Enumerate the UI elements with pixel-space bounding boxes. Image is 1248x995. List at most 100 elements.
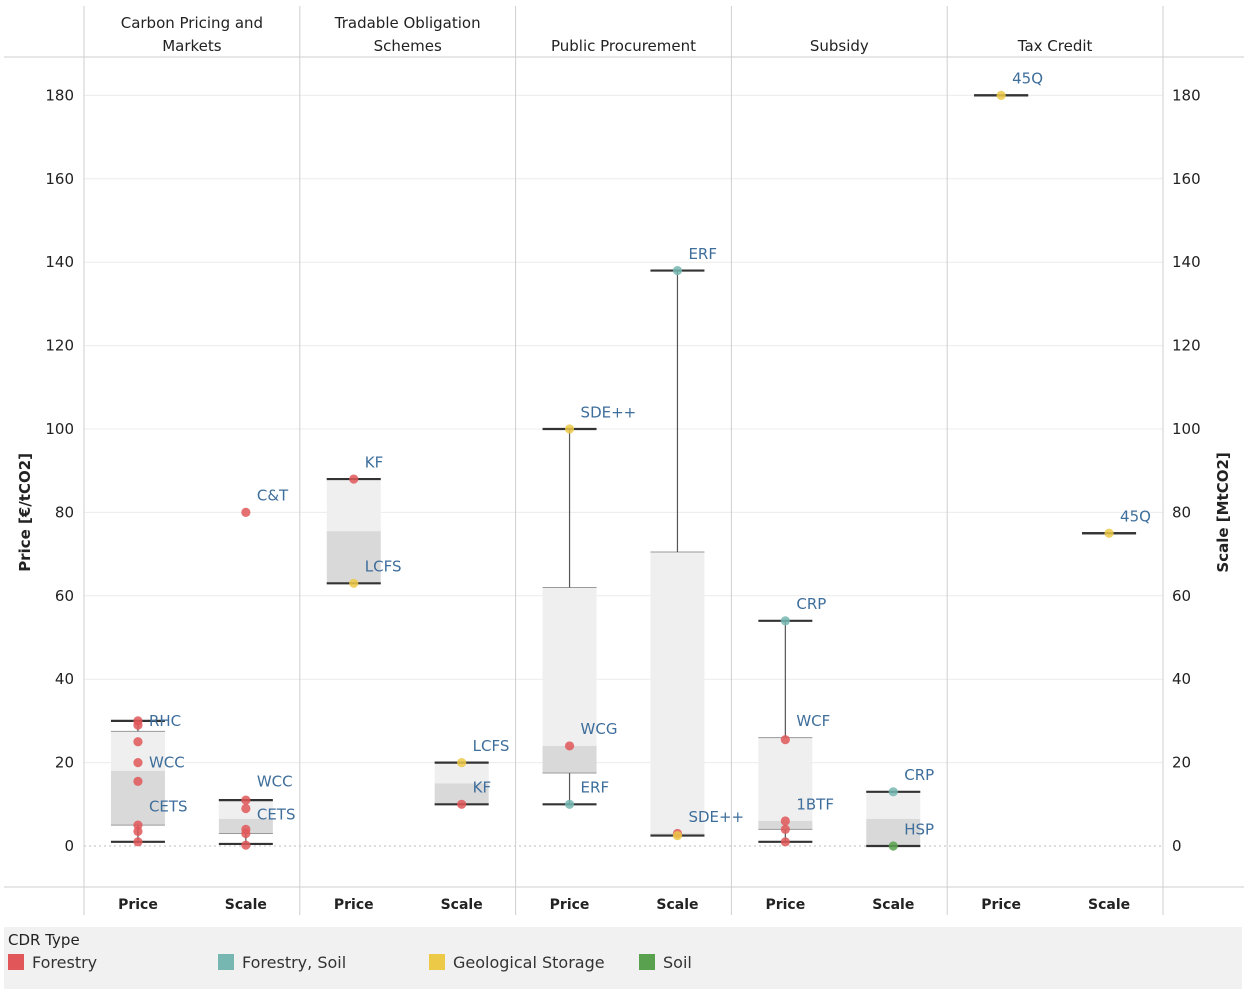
box-upper: [542, 587, 597, 746]
box-lower: [326, 531, 381, 584]
legend-swatch-soil: [639, 954, 655, 970]
y-right-tick-label: 20: [1172, 754, 1191, 772]
data-point: [780, 735, 790, 745]
data-point: [349, 474, 359, 484]
legend-label-forestry: Forestry: [32, 953, 98, 972]
data-point: [241, 803, 251, 814]
x-measure-label: Scale: [1088, 897, 1130, 913]
data-label: C&T: [257, 487, 289, 505]
legend-item-geological-storage[interactable]: Geological Storage: [429, 953, 605, 972]
data-point: [133, 758, 143, 768]
legend-swatch-forestry: [8, 954, 24, 970]
data-label: LCFS: [473, 737, 510, 755]
data-label: CRP: [796, 595, 826, 613]
box-upper: [434, 762, 489, 784]
y-left-tick-label: 40: [55, 670, 74, 688]
legend-swatch-forestry-soil: [218, 954, 234, 970]
box-lower: [434, 783, 489, 805]
box-upper: [326, 479, 381, 532]
x-measure-label: Price: [765, 897, 805, 913]
data-point: [133, 837, 143, 847]
x-measure-label: Scale: [225, 897, 267, 913]
y-left-tick-label: 60: [55, 587, 74, 605]
data-point: [672, 830, 683, 841]
panel-title: Tradable Obligation: [334, 14, 481, 32]
data-label: KF: [365, 453, 383, 471]
x-measure-label: Price: [118, 897, 158, 913]
box-plot-chart: 0 0 20 20 40 40 60 60 80 80 100 100 120 120 140 140 160 1…: [4, 6, 1244, 915]
data-label: SDE++: [688, 808, 744, 826]
data-label: RHC: [149, 712, 181, 730]
y-right-tick-label: 140: [1172, 253, 1201, 271]
box-upper: [758, 737, 813, 821]
y-left-tick-label: 0: [64, 837, 74, 855]
data-point: [888, 787, 898, 797]
legend-label-forestry-soil: Forestry, Soil: [242, 953, 347, 972]
legend-item-soil[interactable]: Soil: [639, 953, 692, 972]
data-label: 1BTF: [796, 795, 834, 813]
y-left-tick-label: 140: [45, 253, 74, 271]
data-point: [133, 737, 143, 747]
box-upper: [650, 552, 705, 834]
data-label: 45Q: [1012, 70, 1043, 88]
x-measure-label: Price: [334, 897, 374, 913]
data-label: LCFS: [365, 558, 402, 576]
data-point: [457, 758, 467, 768]
y-right-tick-label: 80: [1172, 503, 1191, 521]
y-left-tick-label: 20: [55, 754, 74, 772]
panel-title: Tax Credit: [1017, 37, 1093, 55]
legend-item-forestry[interactable]: Forestry: [8, 953, 97, 972]
data-point: [133, 826, 143, 837]
y-left-tick-label: 120: [45, 337, 74, 355]
data-point: [241, 828, 251, 839]
y-left-tick-label: 100: [45, 420, 74, 438]
data-point: [241, 840, 251, 850]
y-right-tick-label: 180: [1172, 86, 1201, 104]
data-point: [672, 265, 683, 276]
x-measure-label: Scale: [441, 897, 483, 913]
y-right-axis-title: Scale [MtCO2]: [1214, 452, 1232, 572]
y-left-tick-label: 80: [55, 503, 74, 521]
y-left-axis-title: Price [€/tCO2]: [16, 453, 34, 572]
data-point: [780, 816, 790, 826]
data-label: WCF: [796, 712, 830, 730]
data-point: [133, 720, 143, 730]
panel-title: Schemes: [374, 37, 442, 55]
data-label: HSP: [904, 820, 934, 838]
x-measure-label: Price: [981, 897, 1021, 913]
data-point: [133, 776, 143, 786]
data-point: [241, 795, 251, 805]
legend-title: CDR Type: [8, 931, 80, 949]
y-right-tick-label: 100: [1172, 420, 1201, 438]
data-label: SDE++: [581, 403, 637, 421]
panel-title: Subsidy: [810, 37, 869, 55]
legend-item-forestry-soil[interactable]: Forestry, Soil: [218, 953, 346, 972]
y-left-tick-label: 160: [45, 170, 74, 188]
data-label: WCC: [149, 754, 185, 772]
data-label: KF: [473, 779, 491, 797]
data-label: WCC: [257, 772, 293, 790]
data-point: [780, 824, 790, 834]
data-label: WCG: [581, 720, 618, 738]
x-measure-label: Price: [550, 897, 590, 913]
panel-title: Markets: [162, 37, 222, 55]
data-point: [888, 841, 898, 851]
panel-title: Carbon Pricing and: [121, 14, 263, 32]
data-label: CETS: [149, 797, 188, 815]
data-label: CETS: [257, 806, 296, 824]
x-measure-label: Scale: [872, 897, 914, 913]
data-point: [780, 616, 790, 626]
data-label: ERF: [581, 779, 610, 797]
y-right-tick-label: 160: [1172, 170, 1201, 188]
data-point: [564, 799, 575, 809]
legend-label-geological-storage: Geological Storage: [453, 953, 605, 972]
data-label: 45Q: [1120, 508, 1151, 526]
legend-label-soil: Soil: [663, 953, 692, 972]
data-point: [1104, 528, 1114, 538]
data-point: [349, 578, 359, 588]
data-point: [996, 90, 1006, 100]
x-measure-label: Scale: [656, 897, 698, 913]
data-point: [780, 837, 790, 847]
data-point: [564, 424, 575, 434]
data-label: ERF: [688, 245, 717, 263]
